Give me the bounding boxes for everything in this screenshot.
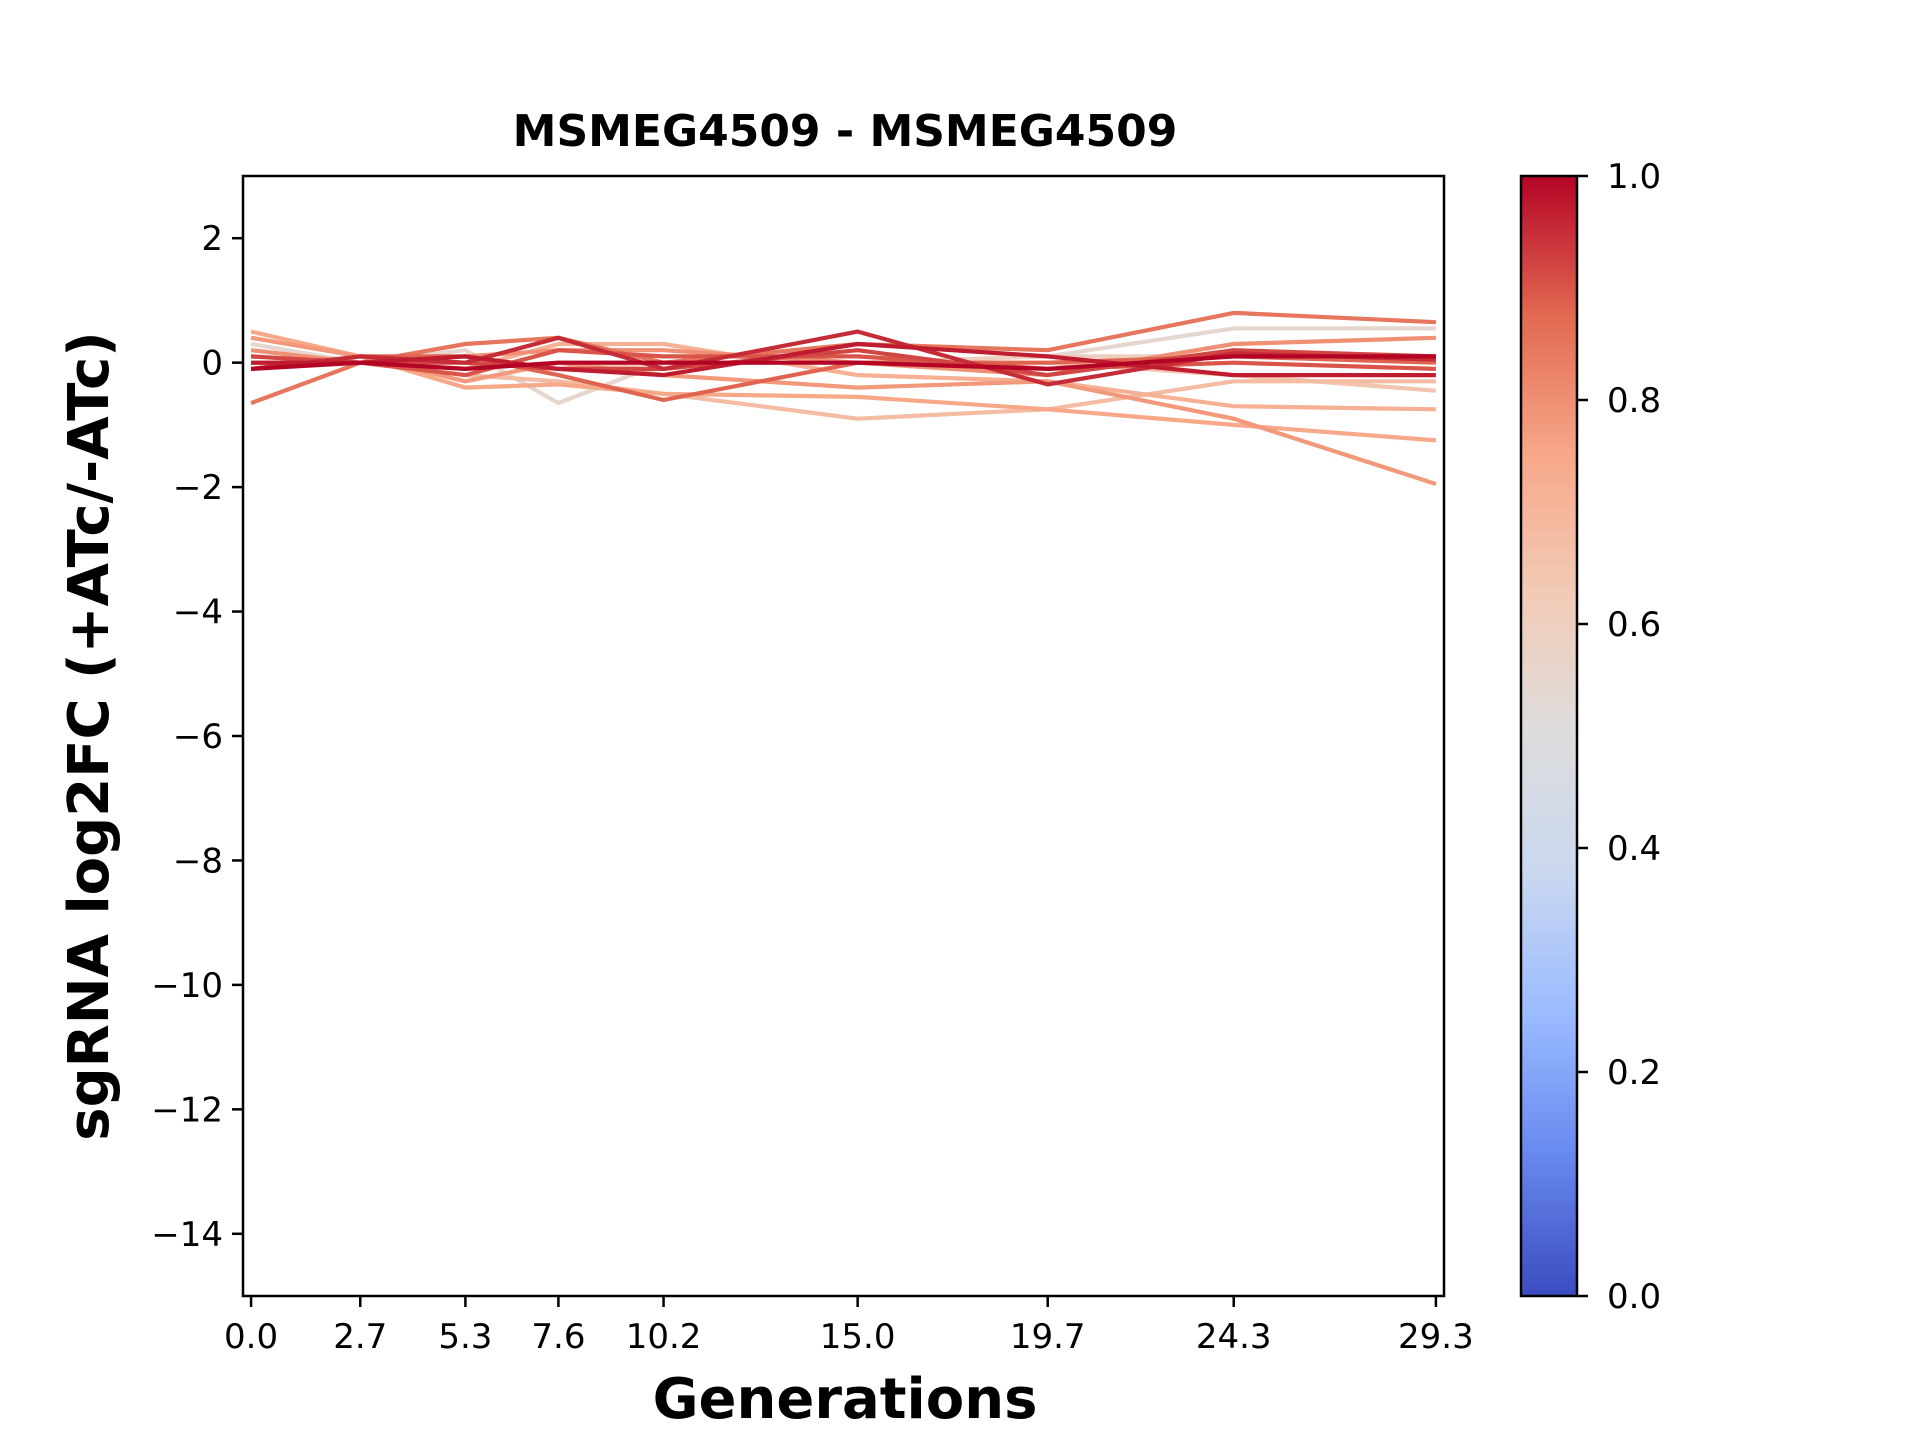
y-tick-label: −12 [151,1090,223,1130]
y-axis-title: sgRNA log2FC (+ATc/-ATc) [57,331,122,1141]
series-line-14 [251,341,1436,378]
series-line-15 [250,354,1436,371]
colorbar-tick-label: 0.6 [1607,605,1661,645]
x-tick-label: 15.0 [820,1317,896,1357]
x-axis-title: Generations [653,1367,1038,1432]
colorbar-tick-label: 0.4 [1607,829,1661,869]
y-tick-label: −8 [173,841,223,881]
x-tick-label: 10.2 [626,1317,702,1357]
colorbar-tick-label: 0.0 [1607,1277,1661,1317]
colorbar-tick-label: 1.0 [1607,157,1661,197]
y-tick-label: −10 [151,966,223,1006]
y-tick-label: −4 [173,593,223,633]
y-tick-label: 0 [201,344,223,384]
y-tick-label: −2 [173,468,223,508]
series-layer [250,310,1437,486]
x-tick-label: 19.7 [1010,1317,1086,1357]
x-tick-label: 29.3 [1398,1317,1474,1357]
y-tick-label: −14 [151,1215,223,1255]
x-axis: 0.0 2.7 5.3 7.6 10.2 15.0 19.7 24.3 29.3 [224,1296,1474,1357]
colorbar-ticks: 0.0 0.2 0.4 0.6 0.8 1.0 [1577,157,1661,1317]
colorbar-tick-label: 0.2 [1607,1053,1661,1093]
colorbar-tick-label: 0.8 [1607,381,1661,421]
x-tick-label: 7.6 [531,1317,585,1357]
x-tick-label: 24.3 [1196,1317,1272,1357]
x-tick-label: 5.3 [438,1317,492,1357]
chart-title: MSMEG4509 - MSMEG4509 [513,106,1178,157]
y-tick-label: −6 [173,717,223,757]
colorbar [1519,174,1579,1298]
y-axis: 2 0 −2 −4 −6 −8 −10 −12 −14 [151,219,243,1255]
x-tick-label: 0.0 [224,1317,278,1357]
y-tick-label: 2 [201,219,223,259]
x-tick-label: 2.7 [333,1317,387,1357]
